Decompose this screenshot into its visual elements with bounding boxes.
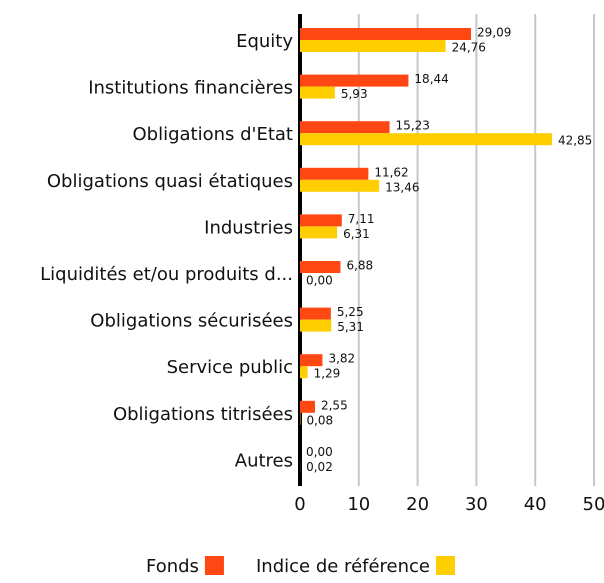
x-tick-label: 40 bbox=[524, 494, 547, 515]
value-label: 11,62 bbox=[374, 165, 408, 179]
bar bbox=[300, 261, 340, 273]
bar bbox=[300, 214, 342, 226]
category-label: Obligations titrisées bbox=[113, 404, 293, 425]
bar bbox=[300, 401, 315, 413]
bar bbox=[300, 180, 379, 192]
category-label: Obligations sécurisées bbox=[90, 311, 293, 332]
bar bbox=[300, 40, 446, 52]
category-label: Obligations d'Etat bbox=[132, 124, 293, 145]
value-label: 2,55 bbox=[321, 398, 348, 412]
value-label: 0,08 bbox=[306, 413, 333, 427]
category-label: Service public bbox=[167, 357, 293, 378]
x-tick-label: 0 bbox=[294, 494, 305, 515]
x-tick-label: 20 bbox=[406, 494, 429, 515]
category-label: Institutions financières bbox=[88, 78, 293, 99]
value-label: 6,31 bbox=[343, 227, 370, 241]
bar bbox=[300, 87, 335, 99]
legend-swatch bbox=[205, 556, 224, 575]
legend-swatch bbox=[436, 556, 455, 575]
bar bbox=[300, 75, 408, 87]
value-label: 15,23 bbox=[396, 119, 430, 133]
value-label: 42,85 bbox=[558, 134, 592, 148]
x-tick-label: 50 bbox=[583, 494, 604, 515]
bar bbox=[300, 28, 471, 40]
bar bbox=[300, 168, 368, 180]
category-label: Autres bbox=[235, 450, 293, 471]
legend-label: Indice de référence bbox=[256, 556, 430, 577]
value-label: 18,44 bbox=[414, 72, 448, 86]
category-label: Industries bbox=[204, 217, 293, 238]
bar bbox=[300, 320, 331, 332]
category-label: Equity bbox=[236, 31, 293, 52]
legend-label: Fonds bbox=[146, 556, 199, 577]
bar bbox=[300, 366, 308, 378]
bar bbox=[300, 226, 337, 238]
value-label: 5,93 bbox=[341, 87, 368, 101]
category-label: Liquidités et/ou produits d... bbox=[40, 264, 293, 285]
value-label: 29,09 bbox=[477, 26, 511, 40]
value-label: 0,00 bbox=[306, 445, 333, 459]
x-tick-label: 10 bbox=[347, 494, 370, 515]
bar bbox=[300, 308, 331, 320]
bar bbox=[300, 121, 390, 133]
value-label: 5,25 bbox=[337, 305, 364, 319]
value-label: 0,00 bbox=[306, 274, 333, 288]
value-label: 6,88 bbox=[346, 259, 373, 273]
value-label: 7,11 bbox=[348, 212, 375, 226]
x-tick-label: 30 bbox=[465, 494, 488, 515]
value-label: 1,29 bbox=[314, 367, 341, 381]
value-label: 0,02 bbox=[306, 460, 333, 474]
bar bbox=[300, 354, 322, 366]
value-label: 13,46 bbox=[385, 180, 419, 194]
value-label: 24,76 bbox=[452, 41, 486, 55]
value-label: 5,31 bbox=[337, 320, 364, 334]
value-label: 3,82 bbox=[328, 352, 355, 366]
bar bbox=[300, 133, 552, 145]
category-label: Obligations quasi étatiques bbox=[47, 171, 293, 192]
